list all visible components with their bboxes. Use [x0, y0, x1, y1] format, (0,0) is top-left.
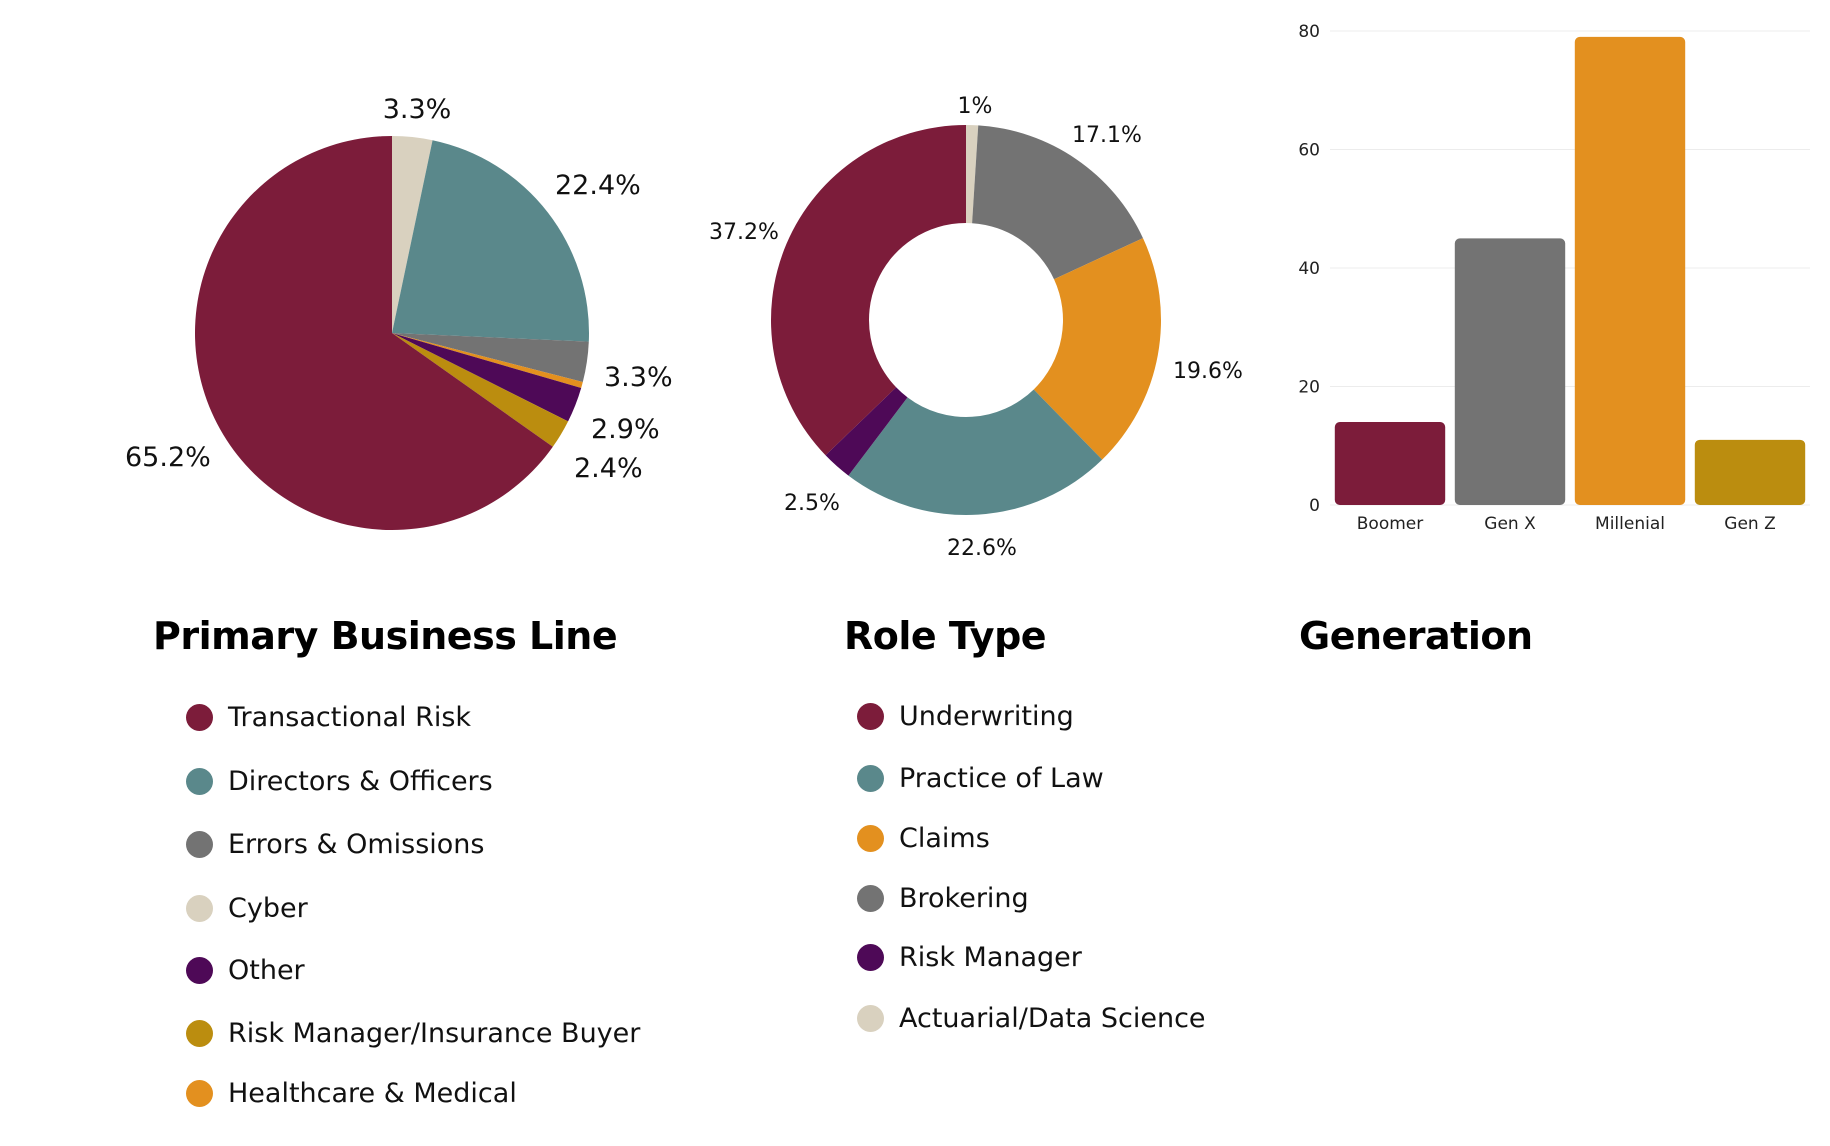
x-tick-label: Boomer	[1357, 514, 1423, 534]
slice-cyber	[392, 136, 433, 333]
legend-swatch	[857, 703, 884, 730]
legend-item-healthcare-medical: Healthcare & Medical	[186, 1078, 517, 1109]
y-tick-label: 20	[1298, 378, 1320, 398]
generation-title: Generation	[1299, 614, 1533, 658]
pie2-label-claims: 19.6%	[1173, 359, 1243, 384]
legend-item-cyber: Cyber	[186, 893, 308, 924]
legend-item-actuarial-data-science: Actuarial/Data Science	[857, 1003, 1206, 1034]
pie2-label-practice-of-law: 22.6%	[947, 536, 1017, 561]
pie1-label-other: 2.9%	[591, 414, 660, 445]
legend-swatch	[857, 885, 884, 912]
bar-boomer	[1334, 422, 1446, 505]
legend-label: Brokering	[899, 883, 1029, 914]
slice-brokering	[972, 125, 1143, 280]
legend-item-claims: Claims	[857, 823, 990, 854]
generation-bar-chart: 0 20 40 60 80 Boomer Gen X Millenial Gen…	[1298, 22, 1810, 534]
legend-item-errors-omissions: Errors & Omissions	[186, 829, 485, 860]
x-tick-label: Gen X	[1484, 514, 1536, 534]
legend-label: Healthcare & Medical	[228, 1078, 517, 1109]
pie1-label-risk-manager: 2.4%	[574, 453, 643, 484]
slice-healthcare-medical	[392, 333, 583, 388]
legend-label: Practice of Law	[899, 763, 1104, 794]
slice-directors-officers	[392, 140, 589, 342]
legend-item-risk-manager: Risk Manager	[857, 942, 1082, 973]
slice-underwriting	[771, 125, 966, 456]
business-line-title: Primary Business Line	[153, 614, 618, 658]
pie1-label-cyber: 3.3%	[383, 94, 452, 125]
pie2-label-actuarial: 1%	[958, 94, 993, 119]
pie1-label-directors: 22.4%	[555, 170, 641, 201]
legend-swatch	[186, 704, 213, 731]
slice-actuarial-data-science	[966, 125, 979, 224]
pie2-label-risk-manager: 2.5%	[784, 491, 840, 516]
x-tick-label: Gen Z	[1724, 514, 1775, 534]
legend-label: Other	[228, 955, 305, 986]
bar-y-axis: 0 20 40 60 80	[1298, 22, 1320, 516]
role-type-title: Role Type	[844, 614, 1047, 658]
role-type-donut-labels: 1% 17.1% 19.6% 22.6% 2.5% 37.2%	[709, 94, 1243, 561]
legend-label: Underwriting	[899, 701, 1074, 732]
y-tick-label: 0	[1309, 496, 1320, 516]
legend-swatch	[186, 957, 213, 984]
legend-swatch	[857, 944, 884, 971]
legend-item-underwriting: Underwriting	[857, 701, 1074, 732]
pie1-label-errors: 3.3%	[604, 362, 673, 393]
legend-item-directors-officers: Directors & Officers	[186, 766, 493, 797]
pie1-label-transactional: 65.2%	[125, 442, 211, 473]
bar-gen-z	[1694, 439, 1806, 505]
legend-label: Risk Manager/Insurance Buyer	[228, 1018, 641, 1049]
business-line-pie-chart	[195, 136, 589, 530]
pie2-label-brokering: 17.1%	[1072, 123, 1142, 148]
role-type-donut-chart	[771, 125, 1161, 515]
y-tick-label: 80	[1298, 22, 1320, 42]
legend-swatch	[186, 1080, 213, 1107]
slice-risk-manager	[825, 387, 908, 476]
legend-swatch	[857, 825, 884, 852]
slice-risk-manager-insurance-buyer	[392, 333, 569, 447]
legend-swatch	[186, 768, 213, 795]
legend-label: Risk Manager	[899, 942, 1082, 973]
legend-swatch	[857, 1005, 884, 1032]
legend-swatch	[186, 1020, 213, 1047]
legend-item-risk-manager-insurance-buyer: Risk Manager/Insurance Buyer	[186, 1018, 640, 1049]
business-line-pie-labels: 3.3% 22.4% 3.3% 2.9% 2.4% 65.2%	[125, 94, 673, 484]
x-tick-label: Millenial	[1595, 514, 1665, 534]
legend-swatch	[857, 765, 884, 792]
legend-item-transactional-risk: Transactional Risk	[186, 702, 471, 733]
slice-other	[392, 333, 582, 422]
y-tick-label: 60	[1298, 141, 1320, 161]
slice-errors-omissions	[392, 333, 589, 382]
legend-swatch	[186, 895, 213, 922]
legend-label: Directors & Officers	[228, 766, 493, 797]
bar-gen-x	[1454, 238, 1566, 505]
bar-gridlines	[1330, 30, 1810, 506]
slice-claims	[1033, 238, 1161, 460]
bar-x-axis: Boomer Gen X Millenial Gen Z	[1357, 514, 1776, 534]
legend-label: Errors & Omissions	[228, 829, 485, 860]
legend-label: Transactional Risk	[228, 702, 472, 733]
legend-item-practice-of-law: Practice of Law	[857, 763, 1104, 794]
legend-label: Actuarial/Data Science	[899, 1003, 1206, 1034]
y-tick-label: 40	[1298, 259, 1320, 279]
legend-label: Claims	[899, 823, 990, 854]
legend-item-brokering: Brokering	[857, 883, 1029, 914]
bar-series	[1334, 36, 1806, 506]
legend-label: Cyber	[228, 893, 308, 924]
legend-item-other: Other	[186, 955, 305, 986]
slice-transactional-risk	[195, 136, 553, 530]
slice-practice-of-law	[848, 389, 1103, 515]
legend-swatch	[186, 831, 213, 858]
bar-millenial	[1574, 36, 1686, 506]
pie2-label-underwriting: 37.2%	[709, 220, 779, 245]
